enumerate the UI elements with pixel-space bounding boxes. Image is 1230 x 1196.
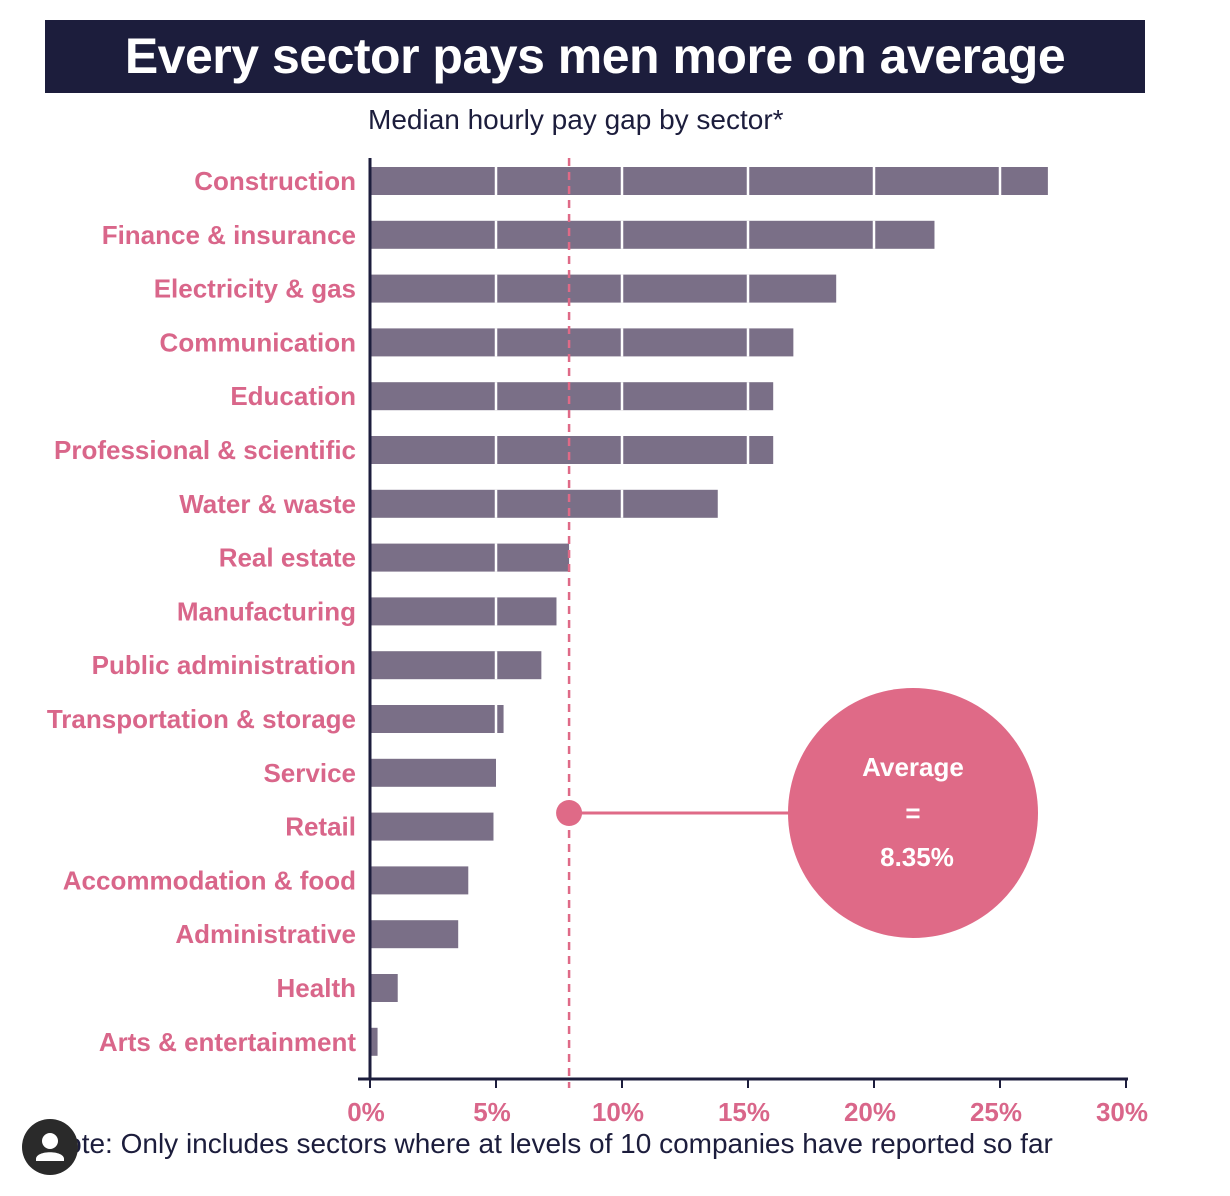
average-reference-group (556, 158, 800, 1088)
footnote: *Note: Only includes sectors where at le… (35, 1128, 1053, 1159)
bar-electricity-gas (371, 274, 837, 303)
bar-arts-entertainment (371, 1027, 378, 1056)
bar-manufacturing (371, 597, 557, 626)
x-tick-label: 5% (473, 1097, 511, 1127)
x-tick-label: 20% (844, 1097, 896, 1127)
average-callout-label: Average (862, 752, 964, 782)
category-label-arts-entertainment: Arts & entertainment (99, 1027, 356, 1057)
axes-group: 0% 5% 10% 15% 20% 25% 30% (347, 158, 1148, 1127)
bar-education (371, 382, 774, 411)
bar-health (371, 974, 398, 1002)
category-label-administrative: Administrative (175, 919, 356, 949)
category-label-communication: Communication (160, 327, 356, 357)
category-label-service: Service (263, 758, 356, 788)
avatar[interactable] (22, 1119, 78, 1175)
category-label-construction: Construction (194, 166, 356, 196)
category-label-real-estate: Real estate (219, 543, 356, 573)
bar-professional-scientific (371, 436, 774, 464)
chart-subtitle: Median hourly pay gap by sector* (368, 104, 784, 135)
bar-water-waste (371, 489, 718, 518)
bar-finance-insurance (371, 220, 935, 249)
category-label-retail: Retail (285, 812, 356, 842)
bar-retail (371, 812, 494, 841)
average-callout-value: 8.35% (880, 842, 954, 872)
x-tick-label: 30% (1096, 1097, 1148, 1127)
average-marker-dot (556, 800, 583, 826)
bar-service (371, 758, 496, 787)
bar-construction (371, 167, 1048, 195)
bar-administrative (371, 920, 459, 949)
user-icon (36, 1133, 64, 1161)
category-label-transportation-storage: Transportation & storage (47, 704, 356, 734)
category-label-health: Health (277, 973, 356, 1003)
average-callout-circle (788, 688, 1038, 938)
x-tick-label: 15% (718, 1097, 770, 1127)
category-label-public-administration: Public administration (92, 650, 356, 680)
category-label-finance-insurance: Finance & insurance (102, 220, 356, 250)
category-label-education: Education (230, 381, 356, 411)
x-tick-label: 25% (970, 1097, 1022, 1127)
chart-title: Every sector pays men more on average (45, 20, 1145, 93)
category-label-water-waste: Water & waste (179, 489, 356, 519)
bars-group (371, 167, 1048, 1056)
x-tick-label: 0% (347, 1097, 385, 1127)
category-labels-group: Construction Finance & insurance Electrici… (47, 166, 356, 1057)
bar-communication (371, 328, 794, 357)
bar-transportation-storage (371, 705, 504, 733)
average-callout-equals: = (905, 798, 920, 828)
category-label-professional-scientific: Professional & scientific (54, 435, 356, 465)
x-tick-label: 10% (592, 1097, 644, 1127)
bar-accommodation-food (371, 866, 469, 895)
bar-public-administration (371, 651, 542, 680)
category-label-manufacturing: Manufacturing (177, 596, 356, 626)
category-label-accommodation-food: Accommodation & food (63, 865, 356, 895)
category-label-electricity-gas: Electricity & gas (154, 274, 356, 304)
average-callout: Average = 8.35% (788, 688, 1038, 938)
bar-real-estate (371, 543, 570, 572)
